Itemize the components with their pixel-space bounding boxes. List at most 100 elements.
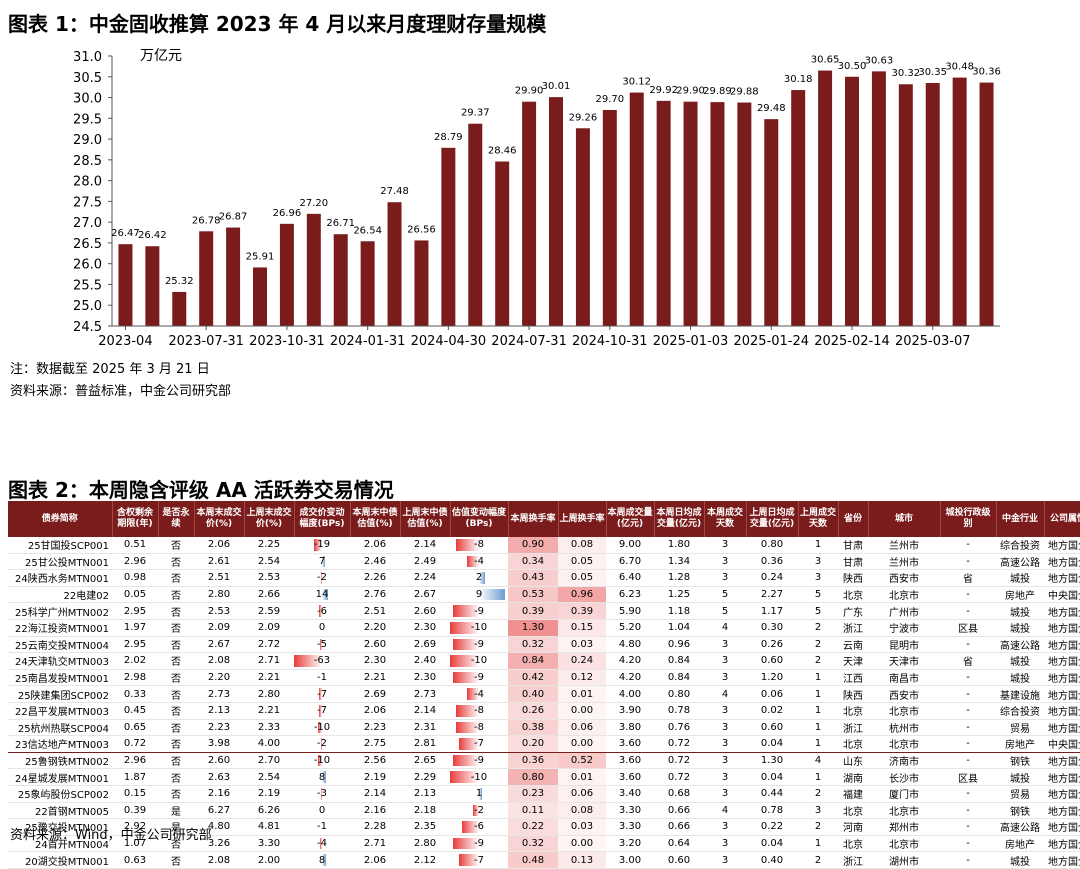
table-cell: -7 [294, 702, 350, 719]
data-label: 30.63 [865, 55, 894, 66]
table-header-row: 债券简称含权剩余期限(年)是否永续本周末成交价(%)上周末成交价(%)成交价变动… [8, 501, 1080, 537]
table-cell: 1.87 [112, 769, 158, 786]
change-value: -10 [471, 622, 487, 633]
table-cell: 否 [158, 736, 194, 753]
table-cell: 天津 [838, 653, 868, 670]
table-cell: 5 [798, 603, 838, 620]
table-cell: 1 [798, 537, 838, 553]
table-cell: 甘肃 [838, 553, 868, 570]
table-cell: 3.30 [606, 802, 654, 819]
table-cell: 否 [158, 586, 194, 603]
change-value: -4 [474, 556, 484, 567]
table-cell: -8 [450, 719, 508, 736]
change-value: 9 [476, 589, 482, 600]
table-cell: 陕西 [838, 570, 868, 587]
change-value: -10 [471, 655, 487, 666]
table-cell: 2.95 [112, 603, 158, 620]
table-cell: 城投 [996, 570, 1044, 587]
table-cell: 0.15 [558, 619, 606, 636]
change-value: -7 [317, 689, 327, 700]
table-cell: 兰州市 [868, 553, 940, 570]
table-cell: 6.23 [606, 586, 654, 603]
bar [522, 102, 536, 326]
table-cell: 2.80 [244, 686, 294, 703]
table-cell: 4 [704, 619, 746, 636]
table-cell: 湖州市 [868, 852, 940, 869]
table-cell: 地方国企 [1044, 669, 1080, 686]
table-cell: 天津市 [868, 653, 940, 670]
table-cell: 0.76 [654, 719, 704, 736]
table-cell: 城投 [996, 619, 1044, 636]
bar [926, 83, 940, 326]
change-value: 8 [319, 855, 325, 866]
table-cell: 0.12 [558, 669, 606, 686]
table-cell: 0.36 [746, 553, 798, 570]
table-cell: 高速公路 [996, 636, 1044, 653]
table-cell: 2.60 [400, 603, 450, 620]
table-cell: 2.51 [194, 570, 244, 587]
table-cell: -9 [450, 669, 508, 686]
change-value: 14 [316, 589, 329, 600]
table-cell: 2.20 [194, 669, 244, 686]
table-cell: 2.67 [400, 586, 450, 603]
table-cell: 25南昌发投MTN001 [8, 669, 112, 686]
table-cell: 0 [294, 619, 350, 636]
change-value: -1 [317, 672, 327, 683]
data-label: 25.32 [165, 276, 194, 287]
table-cell: -10 [294, 719, 350, 736]
data-label: 29.88 [730, 87, 759, 98]
y-tick-label: 29.0 [73, 133, 102, 148]
bar [172, 292, 186, 326]
table-cell: 2.60 [194, 752, 244, 769]
table-cell: 7 [294, 553, 350, 570]
change-value: 0 [319, 805, 325, 816]
table-cell: 2.71 [350, 835, 400, 852]
table-cell: 0.40 [746, 852, 798, 869]
table-cell: 否 [158, 852, 194, 869]
table-cell: -1 [294, 669, 350, 686]
table-cell: 钢铁 [996, 752, 1044, 769]
table-cell: 1 [798, 719, 838, 736]
table-cell: 3 [798, 570, 838, 587]
table-cell: 0.80 [746, 537, 798, 553]
column-header: 本周成交量(亿元) [606, 501, 654, 537]
table-cell: 1.97 [112, 619, 158, 636]
data-label: 26.71 [326, 218, 355, 229]
table-cell: - [940, 852, 996, 869]
table-cell: 2.29 [400, 769, 450, 786]
table-cell: 0.00 [558, 736, 606, 753]
change-value: -5 [317, 639, 327, 650]
column-header: 上周日均成交量(亿元) [746, 501, 798, 537]
table-cell: 2.30 [400, 669, 450, 686]
table-cell: 0.23 [508, 785, 558, 802]
y-tick-label: 27.5 [73, 195, 102, 210]
table-cell: 5 [704, 603, 746, 620]
table-cell: 2.80 [400, 835, 450, 852]
table-cell: 湖南 [838, 769, 868, 786]
table-cell: 厦门市 [868, 785, 940, 802]
bar [657, 101, 671, 326]
table-cell: 北京市 [868, 835, 940, 852]
table-cell: 0.24 [746, 570, 798, 587]
data-label: 29.48 [757, 103, 786, 114]
column-header: 含权剩余期限(年) [112, 501, 158, 537]
table-cell: 南昌市 [868, 669, 940, 686]
table-cell: 福建 [838, 785, 868, 802]
change-value: 0 [319, 622, 325, 633]
change-value: -10 [314, 755, 330, 766]
table-cell: 区县 [940, 619, 996, 636]
column-header: 本周末成交价(%) [194, 501, 244, 537]
column-header: 上周末中债估值(%) [400, 501, 450, 537]
bar [226, 228, 240, 326]
table-cell: 1 [450, 785, 508, 802]
table-cell: -10 [450, 653, 508, 670]
table-cell: 3 [704, 669, 746, 686]
table-cell: 1 [798, 835, 838, 852]
table-cell: 14 [294, 586, 350, 603]
table-cell: -4 [450, 686, 508, 703]
table-cell: -9 [450, 603, 508, 620]
data-label: 27.48 [380, 186, 409, 197]
